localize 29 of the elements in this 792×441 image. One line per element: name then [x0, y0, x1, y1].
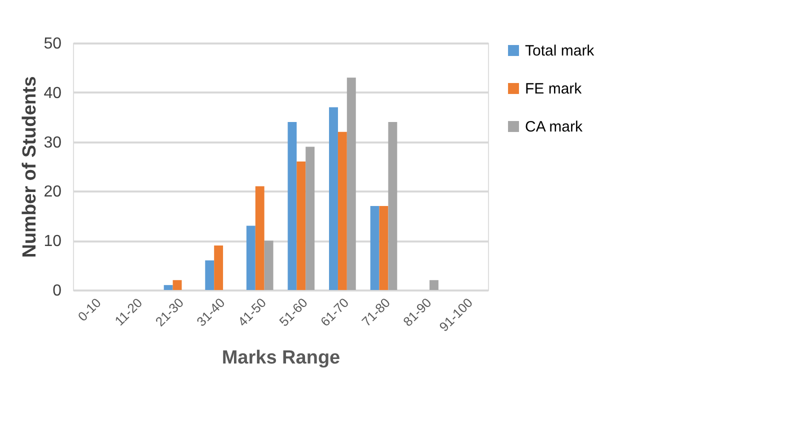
bar [172, 280, 182, 290]
y-tick-label: 0 [52, 282, 62, 300]
y-tick-label: 40 [44, 84, 62, 102]
bar [329, 107, 338, 290]
bar [346, 78, 356, 290]
bar [288, 122, 297, 290]
legend-label: Total mark [525, 42, 595, 60]
bar [255, 186, 264, 290]
bar [214, 246, 224, 290]
bar [306, 146, 315, 290]
y-tick-label: 20 [44, 184, 62, 201]
bar [430, 280, 438, 290]
x-tick-label: 0-10 [74, 295, 104, 324]
bar [164, 285, 173, 290]
y-tick-label: 10 [44, 233, 62, 250]
y-axis-title: Number of Students [20, 76, 41, 258]
y-tick-label: 30 [44, 134, 62, 152]
bar [205, 260, 214, 290]
x-axis-title: Marks Range [222, 347, 340, 368]
bar [379, 206, 388, 290]
bar [370, 206, 380, 290]
y-tick-label: 50 [44, 36, 62, 52]
legend-label: FE mark [525, 80, 582, 98]
bar [246, 226, 256, 290]
bar [338, 132, 347, 290]
bar [388, 122, 398, 290]
legend-label: CA mark [525, 118, 584, 136]
bar [296, 162, 306, 290]
bar [264, 240, 274, 290]
